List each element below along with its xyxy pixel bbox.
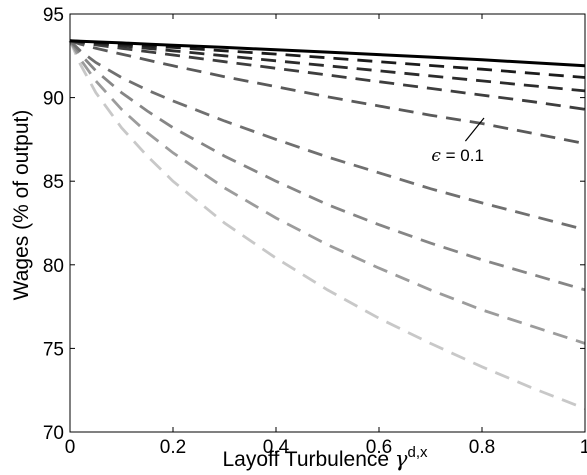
y-tick-label: 70: [43, 423, 64, 444]
series-line-6: [69, 39, 586, 232]
x-tick-label: 0.6: [366, 437, 392, 458]
plot-frame: [69, 13, 586, 433]
series-line-1: [69, 39, 586, 68]
y-tick-label: 75: [43, 339, 64, 360]
series-line-8: [68, 40, 586, 345]
x-axis-gamma-symbol: γ: [395, 447, 408, 471]
annotation-layer: ϵ = 0.1: [431, 117, 485, 166]
annotation-arrow: [464, 117, 485, 142]
y-axis-title: Wages (% of output): [10, 110, 33, 301]
annotation-epsilon-symbol: ϵ: [431, 146, 441, 166]
x-axis-title-text: Layoff Turbulence: [223, 448, 390, 471]
y-tick-label: 80: [43, 256, 64, 277]
x-tick-label: 0: [65, 437, 76, 458]
x-tick-label: 0.4: [263, 437, 290, 458]
x-tick-label: 0.2: [160, 437, 186, 458]
y-tick-label: 95: [43, 5, 64, 26]
series-line-4: [69, 39, 586, 111]
annotation-epsilon-label: ϵ = 0.1: [431, 146, 484, 166]
series-line-5: [69, 39, 586, 145]
x-tick-label: 1: [580, 437, 587, 458]
series-layer: [68, 39, 586, 410]
annotation-epsilon-value: = 0.1: [441, 146, 484, 165]
series-line-7: [68, 39, 586, 292]
x-tick-label: 0.8: [469, 437, 495, 458]
x-axis-superscript: d,x: [407, 444, 428, 461]
series-line-3: [69, 39, 586, 93]
y-tick-label: 85: [43, 172, 64, 193]
x-axis-title: Layoff Turbulence γd,x: [223, 444, 428, 471]
series-line-9: [68, 40, 586, 410]
ticks-layer: 0 0.2 0.4 0.6 0.8 1 70 75 80 85 90 95: [43, 5, 587, 458]
y-tick-label: 90: [43, 89, 64, 110]
